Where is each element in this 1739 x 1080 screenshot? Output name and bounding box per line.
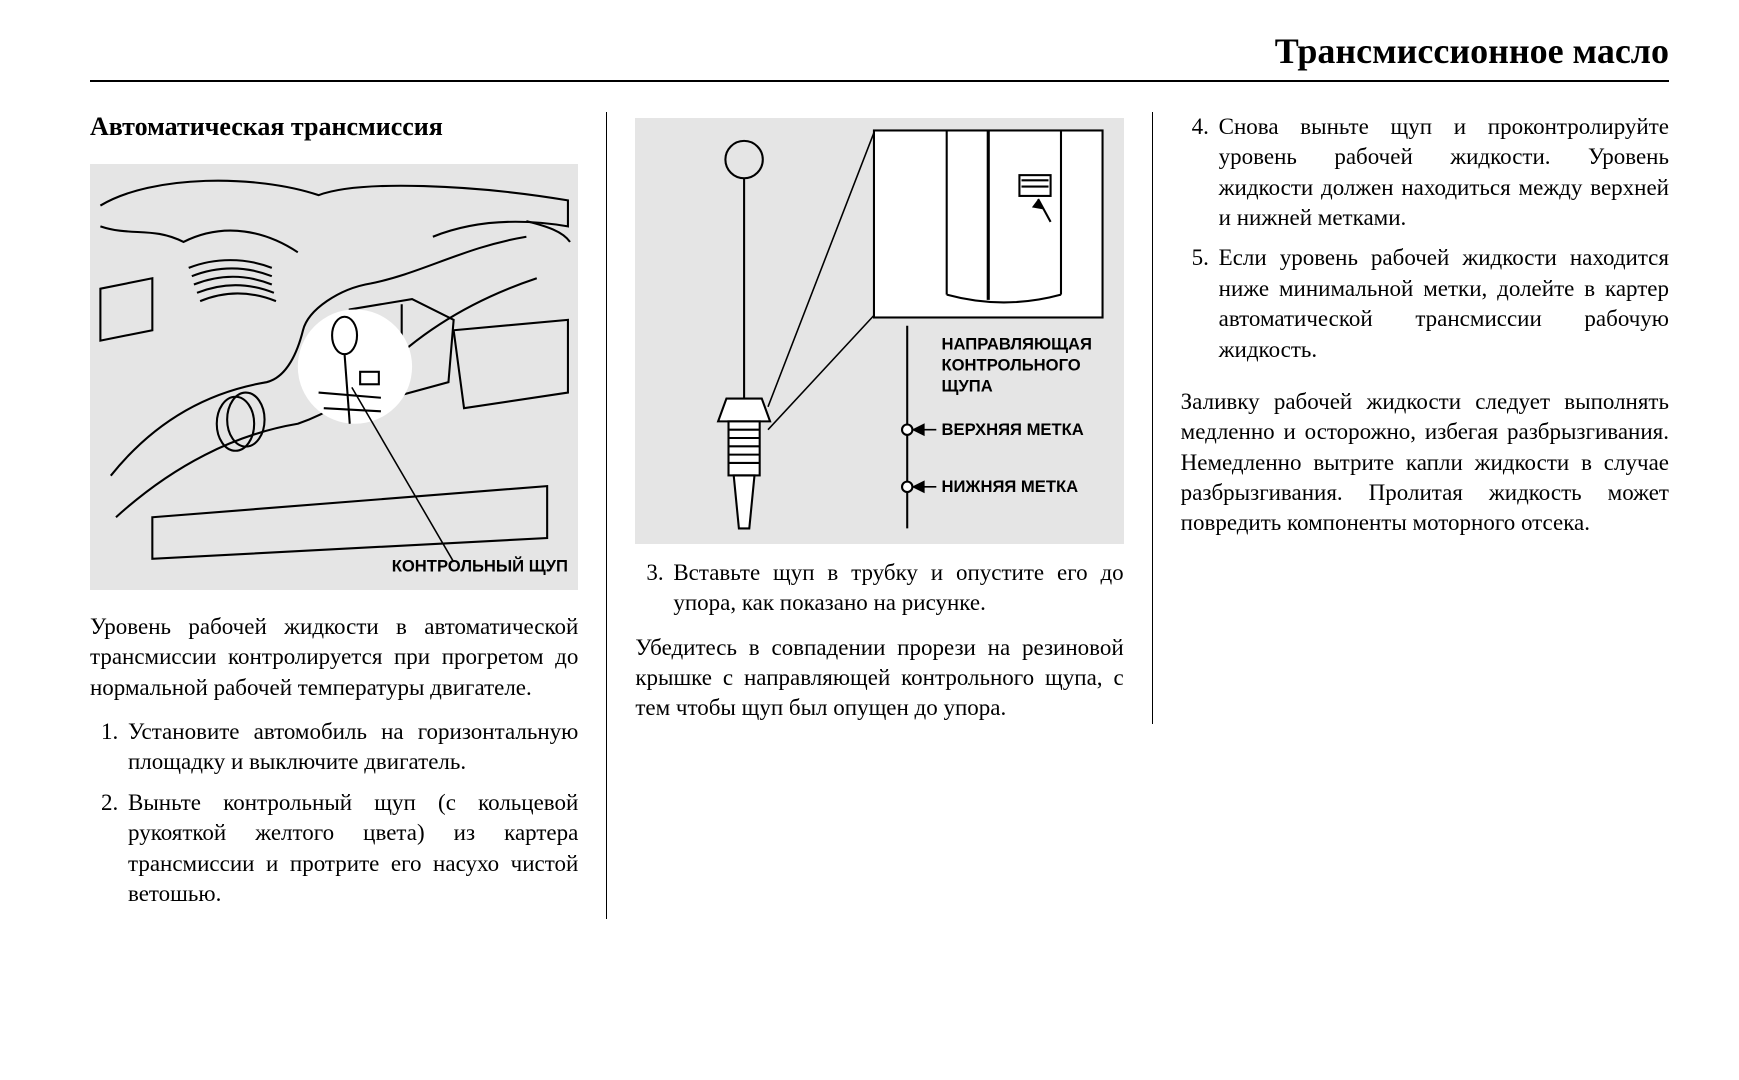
steps-list-1: Установите автомобиль на горизонтальную … [90,717,578,909]
closing-paragraph: Заливку рабочей жидкости следует выполня… [1181,387,1669,539]
manual-page: Трансмиссионное масло Автоматическая тра… [0,0,1739,1080]
step-item: Если уровень рабочей жидкости находится … [1215,243,1669,364]
figure-label-upper: ВЕРХНЯЯ МЕТКА [942,420,1084,439]
note-paragraph: Убедитесь в совпадении прорези на резино… [635,633,1123,724]
step-item: Снова выньте щуп и проконтролируйте уров… [1215,112,1669,233]
steps-list-3: Снова выньте щуп и проконтролируйте уров… [1181,112,1669,365]
figure-dipstick-marks: НАПРАВЛЯЮЩАЯКОНТРОЛЬНОГОЩУПА ВЕРХНЯЯ МЕТ… [635,118,1123,544]
page-title: Трансмиссионное масло [90,30,1669,82]
dipstick-marks-illustration: НАПРАВЛЯЮЩАЯКОНТРОЛЬНОГОЩУПА ВЕРХНЯЯ МЕТ… [635,118,1123,544]
content-columns: Автоматическая трансмиссия [90,112,1669,919]
column-2: НАПРАВЛЯЮЩАЯКОНТРОЛЬНОГОЩУПА ВЕРХНЯЯ МЕТ… [607,112,1152,724]
step-item: Выньте контрольный щуп (с кольцевой руко… [124,788,578,909]
section-subheading: Автоматическая трансмиссия [90,112,578,142]
engine-dipstick-illustration: КОНТРОЛЬНЫЙ ЩУП [90,164,578,590]
step-item: Вставьте щуп в трубку и опустите его до … [669,558,1123,619]
intro-paragraph: Уровень рабочей жидкости в автоматическо… [90,612,578,703]
step-item: Установите автомобиль на горизонтальную … [124,717,578,778]
figure-label-lower: НИЖНЯЯ МЕТКА [942,477,1079,496]
figure-engine-dipstick: КОНТРОЛЬНЫЙ ЩУП [90,164,578,590]
column-3: Снова выньте щуп и проконтролируйте уров… [1153,112,1669,539]
figure-label-dipstick: КОНТРОЛЬНЫЙ ЩУП [392,556,568,575]
column-1: Автоматическая трансмиссия [90,112,607,919]
steps-list-2: Вставьте щуп в трубку и опустите его до … [635,558,1123,619]
